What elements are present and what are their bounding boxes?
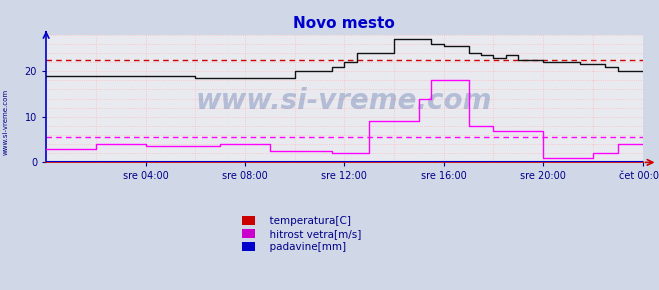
Title: Novo mesto: Novo mesto: [293, 16, 395, 31]
Text: www.si-vreme.com: www.si-vreme.com: [2, 89, 9, 155]
Text: www.si-vreme.com: www.si-vreme.com: [196, 87, 492, 115]
Legend:   temperatura[C],   hitrost vetra[m/s],   padavine[mm]: temperatura[C], hitrost vetra[m/s], pada…: [243, 216, 361, 252]
